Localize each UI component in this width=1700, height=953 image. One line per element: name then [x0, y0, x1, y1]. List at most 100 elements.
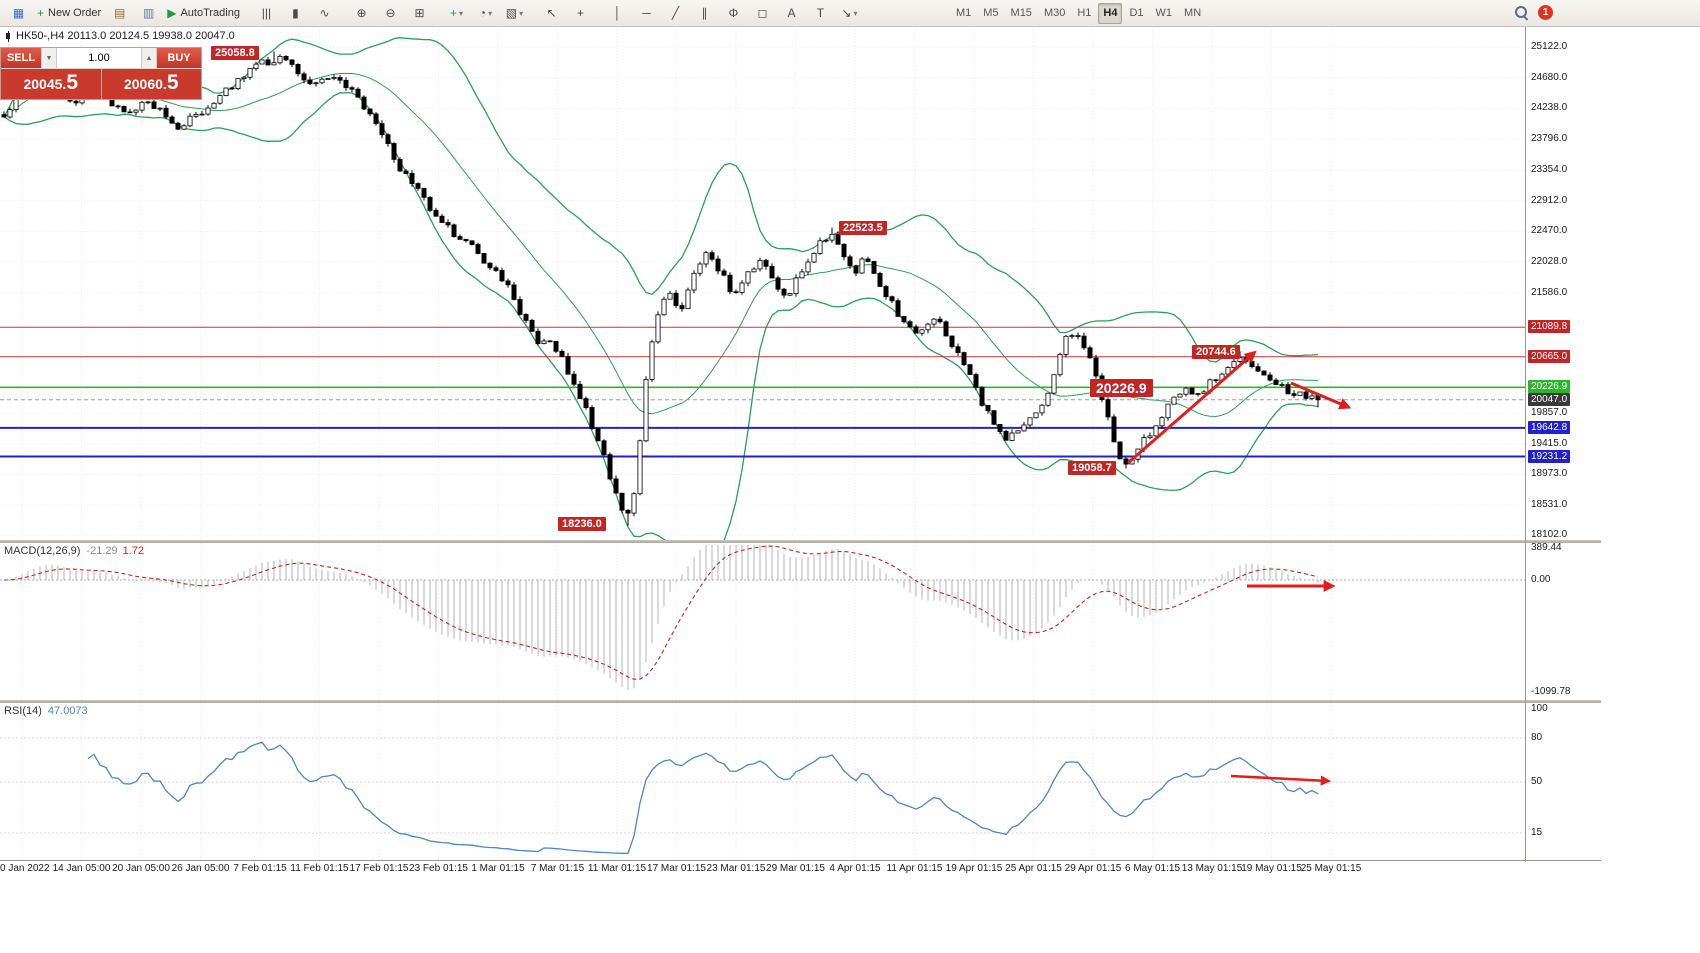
- sell-button[interactable]: SELL: [1, 48, 41, 68]
- chart-window-icon[interactable]: ▦: [5, 2, 32, 25]
- add-indicator-dropdown: +: [449, 6, 457, 20]
- trendline-icon[interactable]: ╱: [662, 2, 689, 25]
- period-dropdown[interactable]: ◔ ▾: [472, 2, 499, 25]
- crosshair-icon[interactable]: +: [567, 2, 594, 25]
- rsi-line: [87, 741, 1319, 854]
- volume-decrease-button[interactable]: ▼: [41, 48, 57, 68]
- autotrading-button-label: AutoTrading: [180, 7, 240, 19]
- macd-chart[interactable]: [0, 543, 1525, 700]
- chart-bottom-border: [0, 860, 1601, 861]
- tile-windows-icon[interactable]: ⊞: [406, 2, 433, 25]
- candlestick-type-icon[interactable]: ▮: [282, 2, 309, 25]
- chevron-down-icon: ▾: [458, 8, 463, 18]
- time-axis-label: 14 Jan 05:00: [52, 863, 111, 874]
- price-axis-label: 19857.0: [1531, 407, 1568, 418]
- time-axis-label: 19 May 01:15: [1241, 863, 1302, 874]
- time-axis-label: 25 Apr 01:15: [1005, 863, 1062, 874]
- line-chart-type-icon[interactable]: ∿: [311, 2, 338, 25]
- macd-axis[interactable]: 389.44 0.00 -1099.78: [1527, 542, 1601, 700]
- zoom-in-icon: ⊕: [356, 6, 367, 20]
- level-price-tag: 19231.2: [1528, 449, 1571, 463]
- timeframe-mn[interactable]: MN: [1184, 7, 1202, 19]
- buy-price[interactable]: 20060. 5: [123, 71, 179, 94]
- volume-increase-button[interactable]: ▲: [141, 48, 157, 68]
- charts-icon[interactable]: ▤: [106, 2, 133, 25]
- time-axis-label: 20 Jan 05:00: [112, 863, 170, 874]
- price-annotation: 20744.6: [1192, 345, 1240, 359]
- timeframe-d1[interactable]: D1: [1129, 7, 1144, 19]
- autotrading-button[interactable]: ▶ AutoTrading: [164, 2, 243, 25]
- one-click-trading-widget: SELL ▼ ▲ BUY 20045.5 20060.5: [0, 47, 202, 100]
- toolbar-buttons: ▦ + New Order ▤ ▥ ▶ AutoTrading ||| ▮ ∿ ⊕ ⊖ ⊞ + ▾ ◔ ▾ ▧ ▾ ↖…: [4, 2, 864, 25]
- rsi-chart[interactable]: [0, 703, 1525, 860]
- price-annotation: 22523.5: [839, 221, 887, 235]
- rsi-label: RSI(14) 47.0073: [4, 705, 88, 717]
- price-axis-label: 23796.0: [1531, 133, 1568, 145]
- price-axis-label: 25122.0: [1531, 41, 1568, 52]
- buy-button[interactable]: BUY: [157, 48, 201, 68]
- price-axis-label: 18531.0: [1531, 499, 1568, 511]
- label-icon[interactable]: T: [807, 2, 834, 25]
- text-icon[interactable]: A: [778, 2, 805, 25]
- timeframe-m30[interactable]: M30: [1043, 7, 1066, 19]
- line-chart-type-icon: ∿: [319, 6, 330, 20]
- price-axis-label: 24238.0: [1531, 102, 1568, 114]
- channel-icon[interactable]: ∥: [691, 2, 718, 25]
- time-axis-label: 17 Mar 01:15: [647, 863, 706, 874]
- fibonacci-icon[interactable]: Φ: [720, 2, 747, 25]
- shapes-icon[interactable]: ◻: [749, 2, 776, 25]
- shapes-icon: ◻: [757, 6, 768, 20]
- price-chart[interactable]: [0, 27, 1525, 540]
- main-chart-panel[interactable]: HK50-,H4 20113.0 20124.5 19938.0 20047.0…: [0, 27, 1525, 540]
- bar-chart-type-icon[interactable]: |||: [253, 2, 280, 25]
- price-axis-label: 22912.0: [1531, 194, 1568, 206]
- time-axis-label: 4 Apr 01:15: [829, 863, 881, 874]
- new-order-button[interactable]: + New Order: [34, 2, 104, 25]
- cursor-icon[interactable]: ↖: [538, 2, 565, 25]
- price-axis-label: 18102.0: [1531, 529, 1568, 540]
- sell-price[interactable]: 20045. 5: [1, 69, 102, 99]
- zoom-out-icon[interactable]: ⊖: [377, 2, 404, 25]
- profiles-icon[interactable]: ▥: [135, 2, 162, 25]
- bar-chart-type-icon: |||: [261, 6, 272, 20]
- rsi-panel[interactable]: RSI(14) 47.0073: [0, 703, 1525, 860]
- price-axis-border: [1525, 27, 1526, 862]
- timeframe-h1[interactable]: H1: [1077, 7, 1092, 19]
- timeframe-m5[interactable]: M5: [983, 7, 999, 19]
- template-dropdown[interactable]: ▧ ▾: [501, 2, 528, 25]
- timeframe-h4[interactable]: H4: [1098, 2, 1123, 24]
- timeframe-m1[interactable]: M1: [955, 7, 972, 19]
- timeframe-m15[interactable]: M15: [1010, 7, 1032, 19]
- arrows-dropdown[interactable]: ↘ ▾: [836, 2, 863, 25]
- time-axis-label: 11 Mar 01:15: [587, 863, 647, 874]
- panel-divider[interactable]: [0, 540, 1601, 543]
- timeframe-w1[interactable]: W1: [1155, 7, 1173, 19]
- panel-divider[interactable]: [0, 700, 1601, 703]
- arrows-dropdown: ↘: [841, 6, 852, 20]
- price-annotation: 19058.7: [1068, 461, 1116, 475]
- rsi-axis[interactable]: 100 80 50 15: [1527, 703, 1601, 860]
- zoom-in-icon[interactable]: ⊕: [348, 2, 375, 25]
- vertical-line-icon[interactable]: │: [604, 2, 631, 25]
- macd-panel[interactable]: MACD(12,26,9) -21.29 1.72: [0, 543, 1525, 700]
- rsi-arrow: [1230, 774, 1332, 786]
- time-axis-label: 10 Jan 2022: [0, 863, 50, 874]
- chevron-down-icon: ▾: [488, 8, 493, 18]
- add-indicator-dropdown[interactable]: + ▾: [443, 2, 470, 25]
- notification-badge[interactable]: 1: [1538, 5, 1553, 20]
- symbol-ohlc-label: HK50-,H4 20113.0 20124.5 19938.0 20047.0: [5, 30, 235, 42]
- time-axis-label: 7 Feb 01:15: [233, 863, 287, 874]
- volume-input[interactable]: [57, 48, 141, 68]
- macd-axis-label: 0.00: [1531, 574, 1551, 585]
- crosshair-icon: +: [576, 6, 584, 20]
- candlestick-type-icon: ▮: [292, 6, 299, 20]
- horizontal-line-icon[interactable]: ─: [633, 2, 660, 25]
- search-icon[interactable]: [1514, 5, 1529, 20]
- price-axis[interactable]: 25122.0 24680.0 24238.0 23796.0 23354.0 22912…: [1527, 27, 1601, 540]
- trend-arrows: [1127, 350, 1352, 465]
- price-axis-label: 19415.0: [1531, 437, 1568, 449]
- cursor-icon: ↖: [546, 6, 557, 20]
- time-axis-label: 11 Feb 01:15: [290, 863, 349, 874]
- chart-mini-icon: [5, 30, 12, 42]
